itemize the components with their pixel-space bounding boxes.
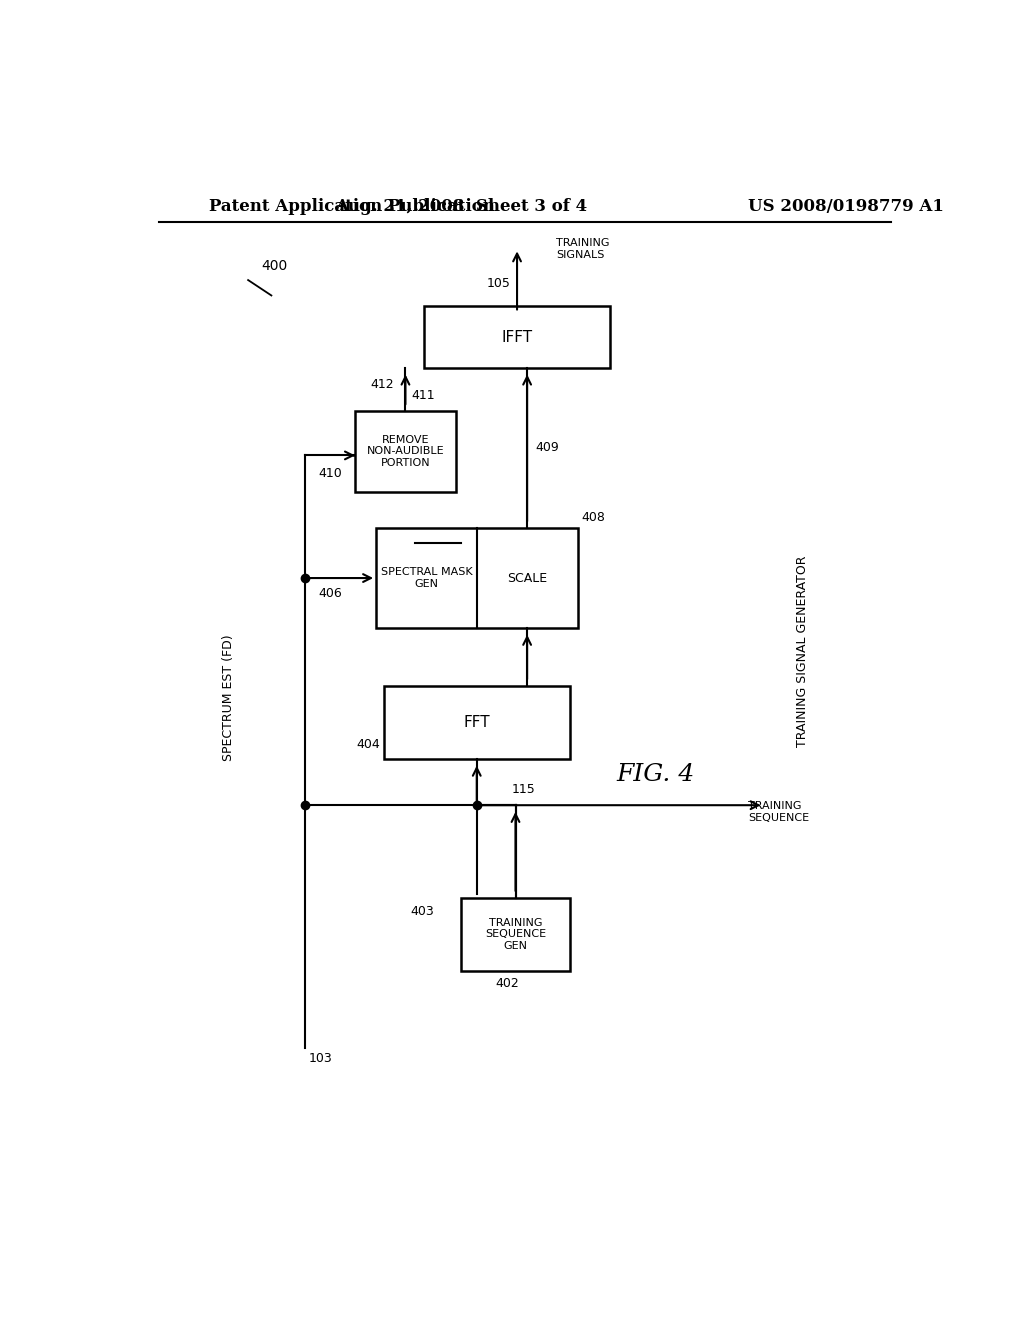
Text: Patent Application Publication: Patent Application Publication <box>209 198 496 215</box>
Text: REMOVE
NON-AUDIBLE
PORTION: REMOVE NON-AUDIBLE PORTION <box>367 434 444 469</box>
Text: TRAINING SIGNAL GENERATOR: TRAINING SIGNAL GENERATOR <box>796 556 809 747</box>
Text: 115: 115 <box>512 783 536 796</box>
Bar <box>384 686 569 759</box>
Bar <box>355 411 456 492</box>
Text: 408: 408 <box>582 511 605 524</box>
Text: 402: 402 <box>496 977 519 990</box>
Text: 411: 411 <box>412 389 435 403</box>
Text: Aug. 21, 2008  Sheet 3 of 4: Aug. 21, 2008 Sheet 3 of 4 <box>335 198 588 215</box>
Text: SCALE: SCALE <box>507 572 547 585</box>
Text: 105: 105 <box>487 277 511 289</box>
Text: 406: 406 <box>318 587 342 601</box>
Text: TRAINING
SEQUENCE
GEN: TRAINING SEQUENCE GEN <box>485 917 546 950</box>
Text: FFT: FFT <box>464 715 490 730</box>
Text: 404: 404 <box>356 738 380 751</box>
Text: TRAINING
SEQUENCE: TRAINING SEQUENCE <box>748 801 809 822</box>
Text: SPECTRAL MASK
GEN: SPECTRAL MASK GEN <box>381 568 472 589</box>
Text: 409: 409 <box>535 441 559 454</box>
Bar <box>424 306 610 368</box>
Text: 403: 403 <box>411 906 434 919</box>
Text: IFFT: IFFT <box>502 330 532 345</box>
Text: TRAINING
SIGNALS: TRAINING SIGNALS <box>556 239 609 260</box>
Text: FIG. 4: FIG. 4 <box>615 763 694 785</box>
Text: 103: 103 <box>308 1052 333 1065</box>
Text: 412: 412 <box>371 378 394 391</box>
Text: 410: 410 <box>318 467 342 480</box>
Bar <box>376 528 578 628</box>
Text: US 2008/0198779 A1: US 2008/0198779 A1 <box>748 198 944 215</box>
Text: SPECTRUM EST (FD): SPECTRUM EST (FD) <box>222 634 236 760</box>
Bar <box>461 898 569 970</box>
Text: 400: 400 <box>261 259 288 273</box>
